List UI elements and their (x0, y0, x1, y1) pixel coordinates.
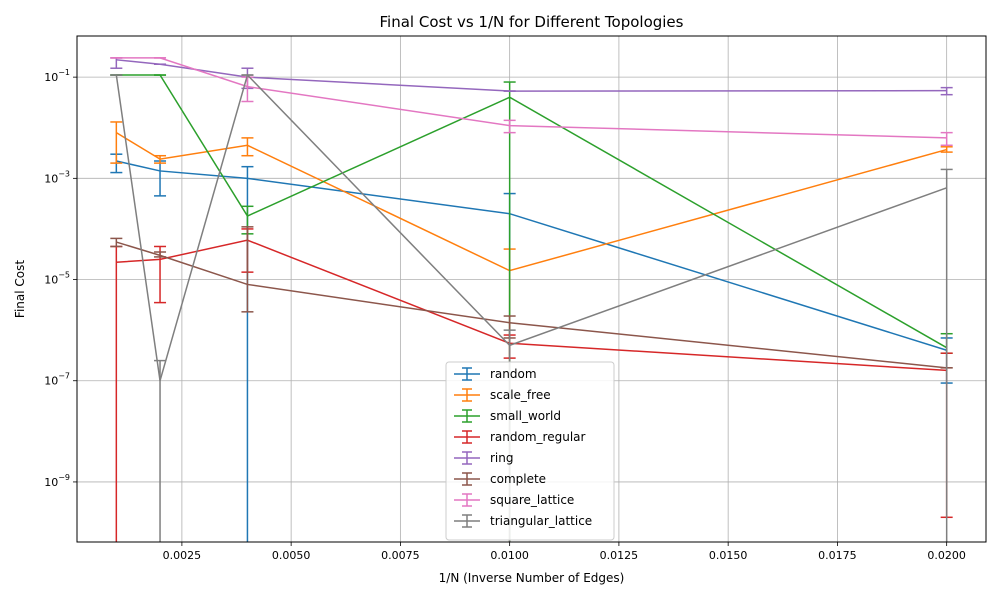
x-tick-label: 0.0025 (163, 549, 202, 562)
series-line (115, 73, 947, 381)
y-tick-exponent: −3 (58, 169, 70, 178)
y-tick-exponent: −5 (58, 271, 70, 280)
legend-item-small_world: small_world (454, 409, 561, 423)
legend-label: complete (490, 472, 546, 486)
chart-title: Final Cost vs 1/N for Different Topologi… (380, 13, 684, 31)
y-tick-base: 10 (44, 274, 58, 287)
x-tick-label: 0.0050 (272, 549, 311, 562)
x-axis-ticks: 0.0025 0.0050 0.0075 0.0100 0.0125 0.0150 0.01… (163, 542, 966, 562)
y-axis-label: Final Cost (13, 260, 27, 318)
y-tick-base: 10 (44, 476, 58, 489)
y-tick-label: 10−7 (44, 372, 70, 388)
x-tick-label: 0.0075 (381, 549, 420, 562)
legend-label: small_world (490, 409, 561, 423)
legend: random scale_free small_world random_regula… (445, 361, 615, 541)
y-tick-base: 10 (44, 71, 58, 84)
legend-item-random_regular: random_regular (454, 430, 586, 444)
y-tick-label: 10−3 (44, 169, 70, 185)
legend-item-scale_free: scale_free (454, 388, 551, 402)
y-tick-label: 10−9 (44, 473, 70, 489)
legend-label: ring (490, 451, 514, 465)
y-tick-base: 10 (44, 172, 58, 185)
legend-box (445, 361, 615, 541)
y-tick-exponent: −1 (58, 68, 70, 77)
series-square_lattice (110, 57, 953, 147)
legend-label: triangular_lattice (490, 514, 592, 528)
series-line (116, 74, 948, 349)
y-tick-exponent: −7 (58, 372, 70, 381)
legend-item-square_lattice: square_lattice (454, 493, 574, 507)
series-line (115, 131, 947, 272)
y-tick-label: 10−1 (44, 68, 70, 84)
y-tick-base: 10 (44, 375, 58, 388)
x-tick-label: 0.0175 (818, 549, 857, 562)
y-axis-ticks: 10−910−710−510−310−1 (44, 68, 77, 489)
legend-label: random (490, 367, 537, 381)
series-line (116, 57, 947, 139)
legend-label: square_lattice (490, 493, 574, 507)
legend-item-random: random (454, 367, 537, 381)
plot-frame (76, 35, 987, 543)
legend-item-triangular_lattice: triangular_lattice (454, 514, 592, 528)
x-axis-label: 1/N (Inverse Number of Edges) (439, 571, 625, 585)
legend-item-complete: complete (454, 472, 546, 486)
x-tick-label: 0.0150 (709, 549, 748, 562)
x-tick-label: 0.0200 (927, 549, 966, 562)
series-line (116, 160, 947, 351)
x-tick-label: 0.0125 (600, 549, 639, 562)
x-tick-label: 0.0100 (490, 549, 529, 562)
series-line (116, 241, 947, 369)
legend-label: scale_free (490, 388, 551, 402)
y-tick-exponent: −9 (58, 473, 70, 482)
legend-label: random_regular (490, 430, 586, 444)
legend-item-ring: ring (454, 451, 514, 465)
y-tick-label: 10−5 (44, 271, 70, 287)
